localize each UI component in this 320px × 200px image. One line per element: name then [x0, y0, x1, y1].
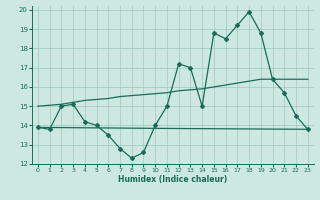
X-axis label: Humidex (Indice chaleur): Humidex (Indice chaleur)	[118, 175, 228, 184]
